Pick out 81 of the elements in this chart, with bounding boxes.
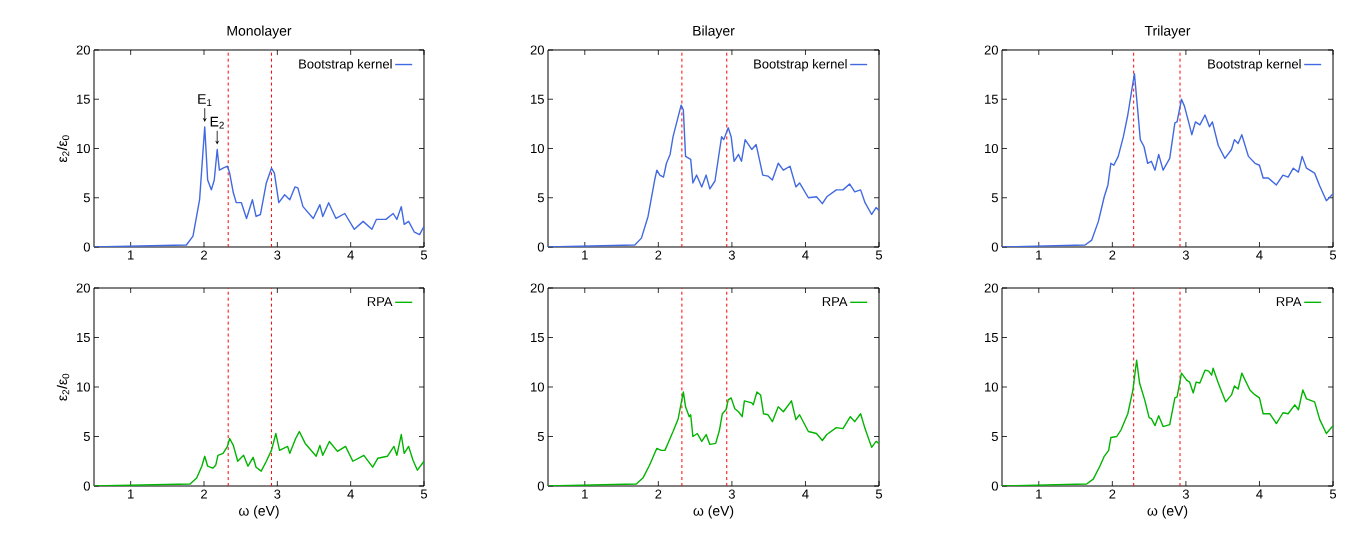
- y-tick-label: 15: [531, 332, 544, 343]
- annotation: E$_{2}$: [210, 116, 224, 129]
- y-tick-label: 0: [537, 242, 544, 252]
- line-series: [1002, 72, 1334, 247]
- x-axis-title: ω (eV): [239, 505, 279, 519]
- x-tick-label: 2: [1109, 489, 1116, 499]
- x-tick-label: 5: [875, 250, 883, 260]
- x-tick-label: 5: [1329, 489, 1337, 499]
- y-tick-label: 0: [537, 481, 544, 491]
- x-tick-label: 2: [1109, 250, 1116, 260]
- line-series: [548, 104, 880, 247]
- chart-title: Trilayer: [1144, 25, 1191, 39]
- y-tick-label: 20: [984, 283, 998, 293]
- y-tick-label: 15: [985, 332, 998, 343]
- x-tick-label: 2: [655, 489, 662, 499]
- y-tick-label: 10: [531, 143, 544, 154]
- y-tick-label: 0: [991, 242, 998, 252]
- x-tick-label: 5: [1329, 250, 1337, 260]
- y-tick-label: 5: [83, 193, 90, 203]
- legend-label: RPA: [1276, 297, 1302, 307]
- x-tick-label: 1: [1036, 250, 1042, 260]
- x-tick-label: 5: [420, 250, 428, 260]
- y-tick-label: 10: [77, 143, 90, 154]
- y-tick-label: 5: [991, 431, 998, 442]
- x-tick-label: 4: [347, 489, 354, 499]
- x-tick-label: 2: [201, 250, 207, 260]
- legend-label: Bootstrap kernel: [1208, 59, 1301, 72]
- x-tick-label: 1: [1036, 489, 1042, 499]
- x-tick-label: 2: [201, 489, 207, 499]
- legend-label: Bootstrap kernel: [299, 59, 392, 72]
- x-tick-label: 1: [582, 489, 588, 499]
- x-tick-label: 1: [128, 489, 134, 499]
- x-tick-label: 4: [1256, 489, 1263, 499]
- chart-title: Monolayer: [227, 25, 292, 39]
- y-axis-title: ε$_{2}$/ε$_{0}$: [56, 373, 70, 401]
- x-tick-label: 3: [728, 489, 735, 499]
- x-tick-label: 3: [728, 250, 735, 260]
- x-tick-label: 3: [1182, 489, 1189, 499]
- line-series: [1002, 359, 1334, 486]
- x-tick-label: 4: [1256, 250, 1263, 260]
- x-tick-label: 3: [274, 489, 281, 499]
- y-tick-label: 15: [985, 94, 998, 104]
- y-tick-label: 10: [985, 143, 998, 154]
- legend-label: RPA: [367, 297, 393, 307]
- y-tick-label: 5: [537, 431, 544, 442]
- x-tick-label: 3: [274, 250, 281, 260]
- y-tick-label: 0: [83, 242, 90, 252]
- y-tick-label: 0: [991, 481, 998, 491]
- y-tick-label: 10: [531, 382, 544, 392]
- x-axis-title: ω (eV): [693, 505, 734, 519]
- y-tick-label: 15: [531, 94, 544, 104]
- y-tick-label: 5: [83, 431, 90, 442]
- legend-label: Bootstrap kernel: [754, 59, 847, 72]
- y-tick-label: 0: [83, 481, 90, 491]
- y-tick-label: 15: [77, 94, 90, 104]
- x-tick-label: 2: [655, 250, 662, 260]
- x-tick-label: 1: [582, 250, 588, 260]
- y-tick-label: 20: [76, 283, 90, 293]
- chart-title: Bilayer: [693, 25, 735, 39]
- y-tick-label: 5: [991, 193, 998, 203]
- x-tick-label: 3: [1182, 250, 1189, 260]
- x-tick-label: 4: [347, 250, 354, 260]
- x-tick-label: 4: [802, 489, 809, 499]
- legend-label: RPA: [822, 297, 848, 307]
- x-axis-title: ω (eV): [1147, 505, 1188, 519]
- y-tick-label: 15: [77, 332, 90, 343]
- x-tick-label: 1: [128, 250, 134, 260]
- y-tick-label: 5: [537, 193, 544, 203]
- x-tick-label: 5: [420, 489, 428, 499]
- y-axis-title: ε$_{2}$/ε$_{0}$: [56, 135, 70, 163]
- y-tick-label: 20: [530, 283, 544, 293]
- y-tick-label: 10: [77, 382, 90, 392]
- x-tick-label: 4: [802, 250, 809, 260]
- line-series: [548, 391, 880, 486]
- y-tick-label: 20: [76, 45, 90, 55]
- x-tick-label: 5: [875, 489, 883, 499]
- y-tick-label: 20: [530, 45, 544, 55]
- y-tick-label: 10: [985, 382, 998, 392]
- annotation: E$_{1}$: [198, 94, 212, 106]
- line-series: [94, 430, 424, 486]
- y-tick-label: 20: [984, 45, 998, 55]
